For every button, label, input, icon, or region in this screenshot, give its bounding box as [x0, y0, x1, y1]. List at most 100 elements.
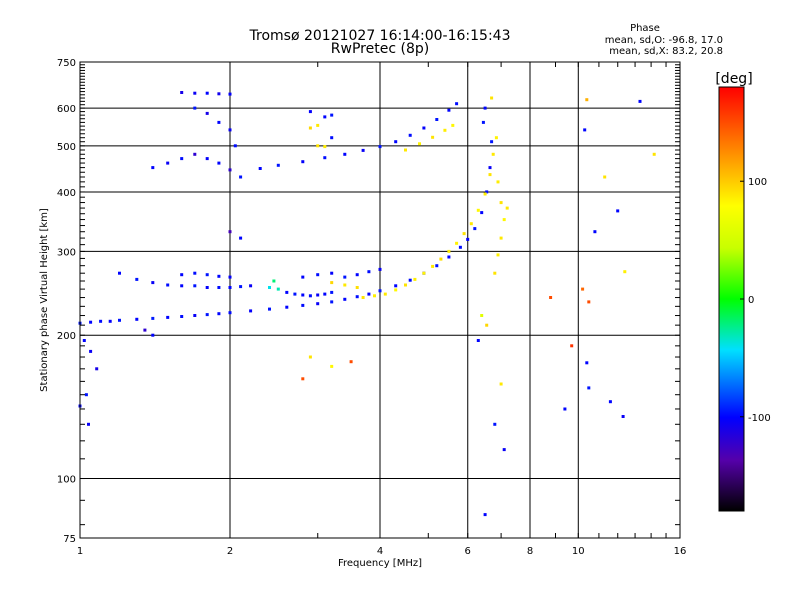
x-tick-label: 1 [77, 546, 83, 557]
y-tick-label: 400 [57, 188, 76, 199]
data-point [323, 115, 327, 119]
data-point [323, 145, 327, 149]
data-point [466, 237, 470, 241]
data-point [413, 277, 417, 281]
y-axis-label: Stationary phase Virtual Height [km] [39, 208, 50, 392]
data-point [367, 270, 371, 274]
data-point [301, 275, 305, 279]
data-point [394, 288, 398, 292]
data-point [483, 513, 487, 517]
grid-lines [80, 62, 680, 538]
data-point [652, 152, 656, 156]
data-point [361, 296, 365, 299]
data-point [490, 140, 494, 144]
data-point [581, 287, 585, 291]
data-point [488, 166, 492, 170]
y-tick-label: 300 [57, 247, 76, 258]
data-point [330, 290, 334, 294]
data-point [418, 142, 421, 146]
data-point [166, 161, 170, 165]
data-point [228, 275, 232, 279]
data-point [483, 192, 487, 196]
data-point [330, 271, 334, 275]
data-point [490, 96, 494, 100]
data-point [143, 328, 147, 332]
data-point [108, 319, 112, 323]
data-point [494, 136, 498, 140]
data-point [458, 245, 462, 249]
phase-mean-o: mean, sd,O: -96.8, 17.0 [605, 35, 723, 46]
data-point [447, 249, 451, 253]
data-point [180, 284, 184, 288]
data-point [585, 98, 589, 102]
data-point [308, 126, 312, 130]
x-tick-label: 10 [572, 546, 585, 557]
data-point [323, 292, 327, 296]
colorbar-label: [deg] [715, 71, 752, 87]
data-point [355, 295, 359, 299]
data-point [135, 317, 139, 321]
data-point [587, 300, 591, 304]
data-point [616, 209, 620, 213]
data-point [118, 318, 121, 322]
data-point [447, 108, 451, 112]
data-point [308, 355, 312, 359]
data-point [180, 315, 184, 318]
data-point [404, 283, 407, 287]
data-point [118, 271, 121, 275]
data-point [349, 360, 353, 364]
data-point [394, 284, 398, 288]
data-point [431, 264, 435, 268]
data-point [583, 128, 587, 132]
data-point [316, 273, 320, 277]
x-tick-label: 2 [227, 546, 233, 557]
colorbar-tick-label: 100 [748, 177, 767, 188]
data-point [485, 190, 489, 194]
data-point [308, 110, 312, 114]
colorbar-ticks: 100 0 -100 [740, 177, 771, 424]
data-point [476, 339, 480, 342]
data-point [367, 292, 371, 296]
data-point [228, 286, 232, 289]
data-point [239, 236, 243, 240]
data-point [623, 270, 627, 274]
data-point [180, 273, 184, 277]
y-axis-ticks: 75 100 200 300 400 500 600 750 [57, 58, 680, 545]
data-point [330, 136, 334, 140]
data-point [217, 120, 221, 124]
data-point [276, 163, 280, 167]
data-point [193, 314, 197, 317]
x-tick-label: 16 [674, 546, 687, 557]
data-point [89, 320, 93, 324]
data-point [268, 307, 271, 311]
data-point [84, 393, 88, 397]
data-point [180, 157, 184, 161]
y-tick-label: 200 [57, 331, 76, 342]
data-point [330, 364, 334, 368]
phase-heading: Phase [630, 23, 660, 34]
data-point [483, 106, 487, 110]
data-point [301, 377, 305, 381]
phase-mean-x: mean, sd,X: 83.2, 20.8 [609, 46, 723, 57]
data-point [404, 148, 407, 152]
data-point [228, 311, 232, 315]
x-axis-label: Frequency [MHz] [338, 558, 422, 569]
y-tick-label: 600 [57, 104, 76, 115]
data-point [308, 294, 312, 298]
data-point [422, 271, 426, 275]
data-point [431, 135, 435, 139]
data-point [166, 315, 170, 319]
data-point [355, 286, 359, 289]
data-point [505, 206, 509, 210]
data-point [249, 284, 253, 288]
x-axis-ticks: 1 2 4 6 8 10 16 [77, 62, 687, 557]
data-point [608, 400, 612, 404]
data-point [228, 230, 232, 234]
data-point [439, 257, 443, 261]
data-point [301, 303, 305, 307]
data-point [239, 285, 243, 289]
data-point [502, 448, 506, 452]
data-point [268, 286, 271, 289]
data-point [443, 128, 447, 132]
